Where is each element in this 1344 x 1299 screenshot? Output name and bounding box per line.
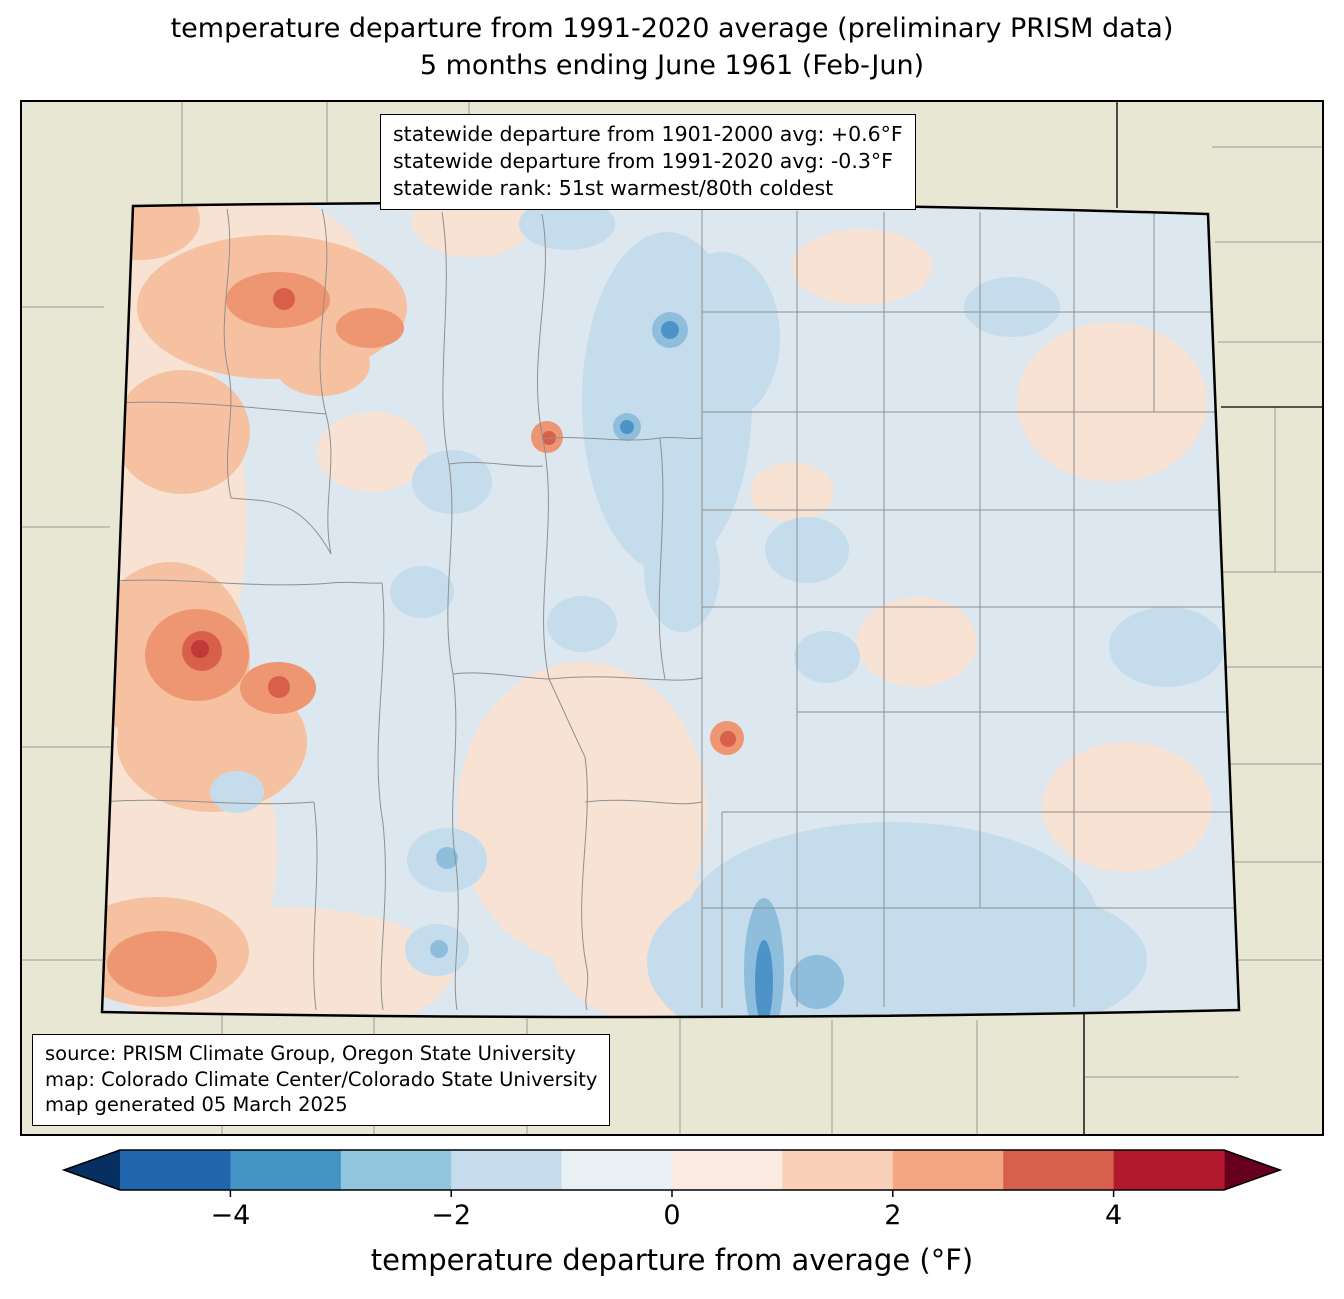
colorbar-segment [1003,1150,1115,1190]
stats-line-3: statewide rank: 51st warmest/80th coldes… [393,176,834,201]
neighbor-state-lines [1083,102,1322,1134]
source-line-1: source: PRISM Climate Group, Oregon Stat… [45,1041,576,1065]
colorado-map-svg [22,102,1322,1134]
map-title-line1: temperature departure from 1991-2020 ave… [170,13,1174,44]
colorbar-segment [782,1150,894,1190]
colorbar-tick-3: 2 [884,1200,902,1231]
colorbar-axis-label: temperature departure from average (°F) [370,1243,974,1277]
colorbar-over-arrow [1224,1150,1280,1190]
map-title: temperature departure from 1991-2020 ave… [0,10,1344,85]
colorbar-under-arrow [64,1150,120,1190]
county-lines [102,208,1234,1011]
stats-line-1: statewide departure from 1901-2000 avg: … [393,122,903,146]
colorbar-segment [561,1150,673,1190]
colorbar-segment [120,1150,231,1190]
colorbar-outline [62,1149,1282,1191]
colorbar-segment [230,1150,342,1190]
source-line-3: map generated 05 March 2025 [45,1093,348,1117]
map-title-line2: 5 months ending June 1961 (Feb-Jun) [419,50,925,82]
source-credit-box: source: PRISM Climate Group, Oregon Stat… [32,1033,611,1126]
stats-line-2: statewide departure from 1991-2020 avg: … [393,149,893,174]
map-axes: statewide departure from 1901-2000 avg: … [20,100,1324,1136]
colorbar-segment [1113,1150,1225,1190]
colorbar-tick-labels: −4 −2 0 2 4 [62,1200,1282,1236]
source-line-2: map: Colorado Climate Center/Colorado St… [45,1067,598,1091]
colorbar-tick-4: 4 [1105,1200,1123,1231]
colorbar-segment [672,1150,783,1190]
colorbar-segment [340,1150,452,1190]
colorbar [62,1147,1282,1199]
colorbar-segment [451,1150,563,1190]
colorbar-tick-1: −2 [431,1200,472,1231]
colorbar-tick-0: −4 [210,1200,251,1231]
statewide-stats-box: statewide departure from 1901-2000 avg: … [380,114,916,211]
colorbar-segment [892,1150,1004,1190]
anomaly-regions [102,202,1234,1018]
colorbar-svg [62,1149,1282,1197]
colorbar-tick-2: 0 [663,1200,681,1231]
